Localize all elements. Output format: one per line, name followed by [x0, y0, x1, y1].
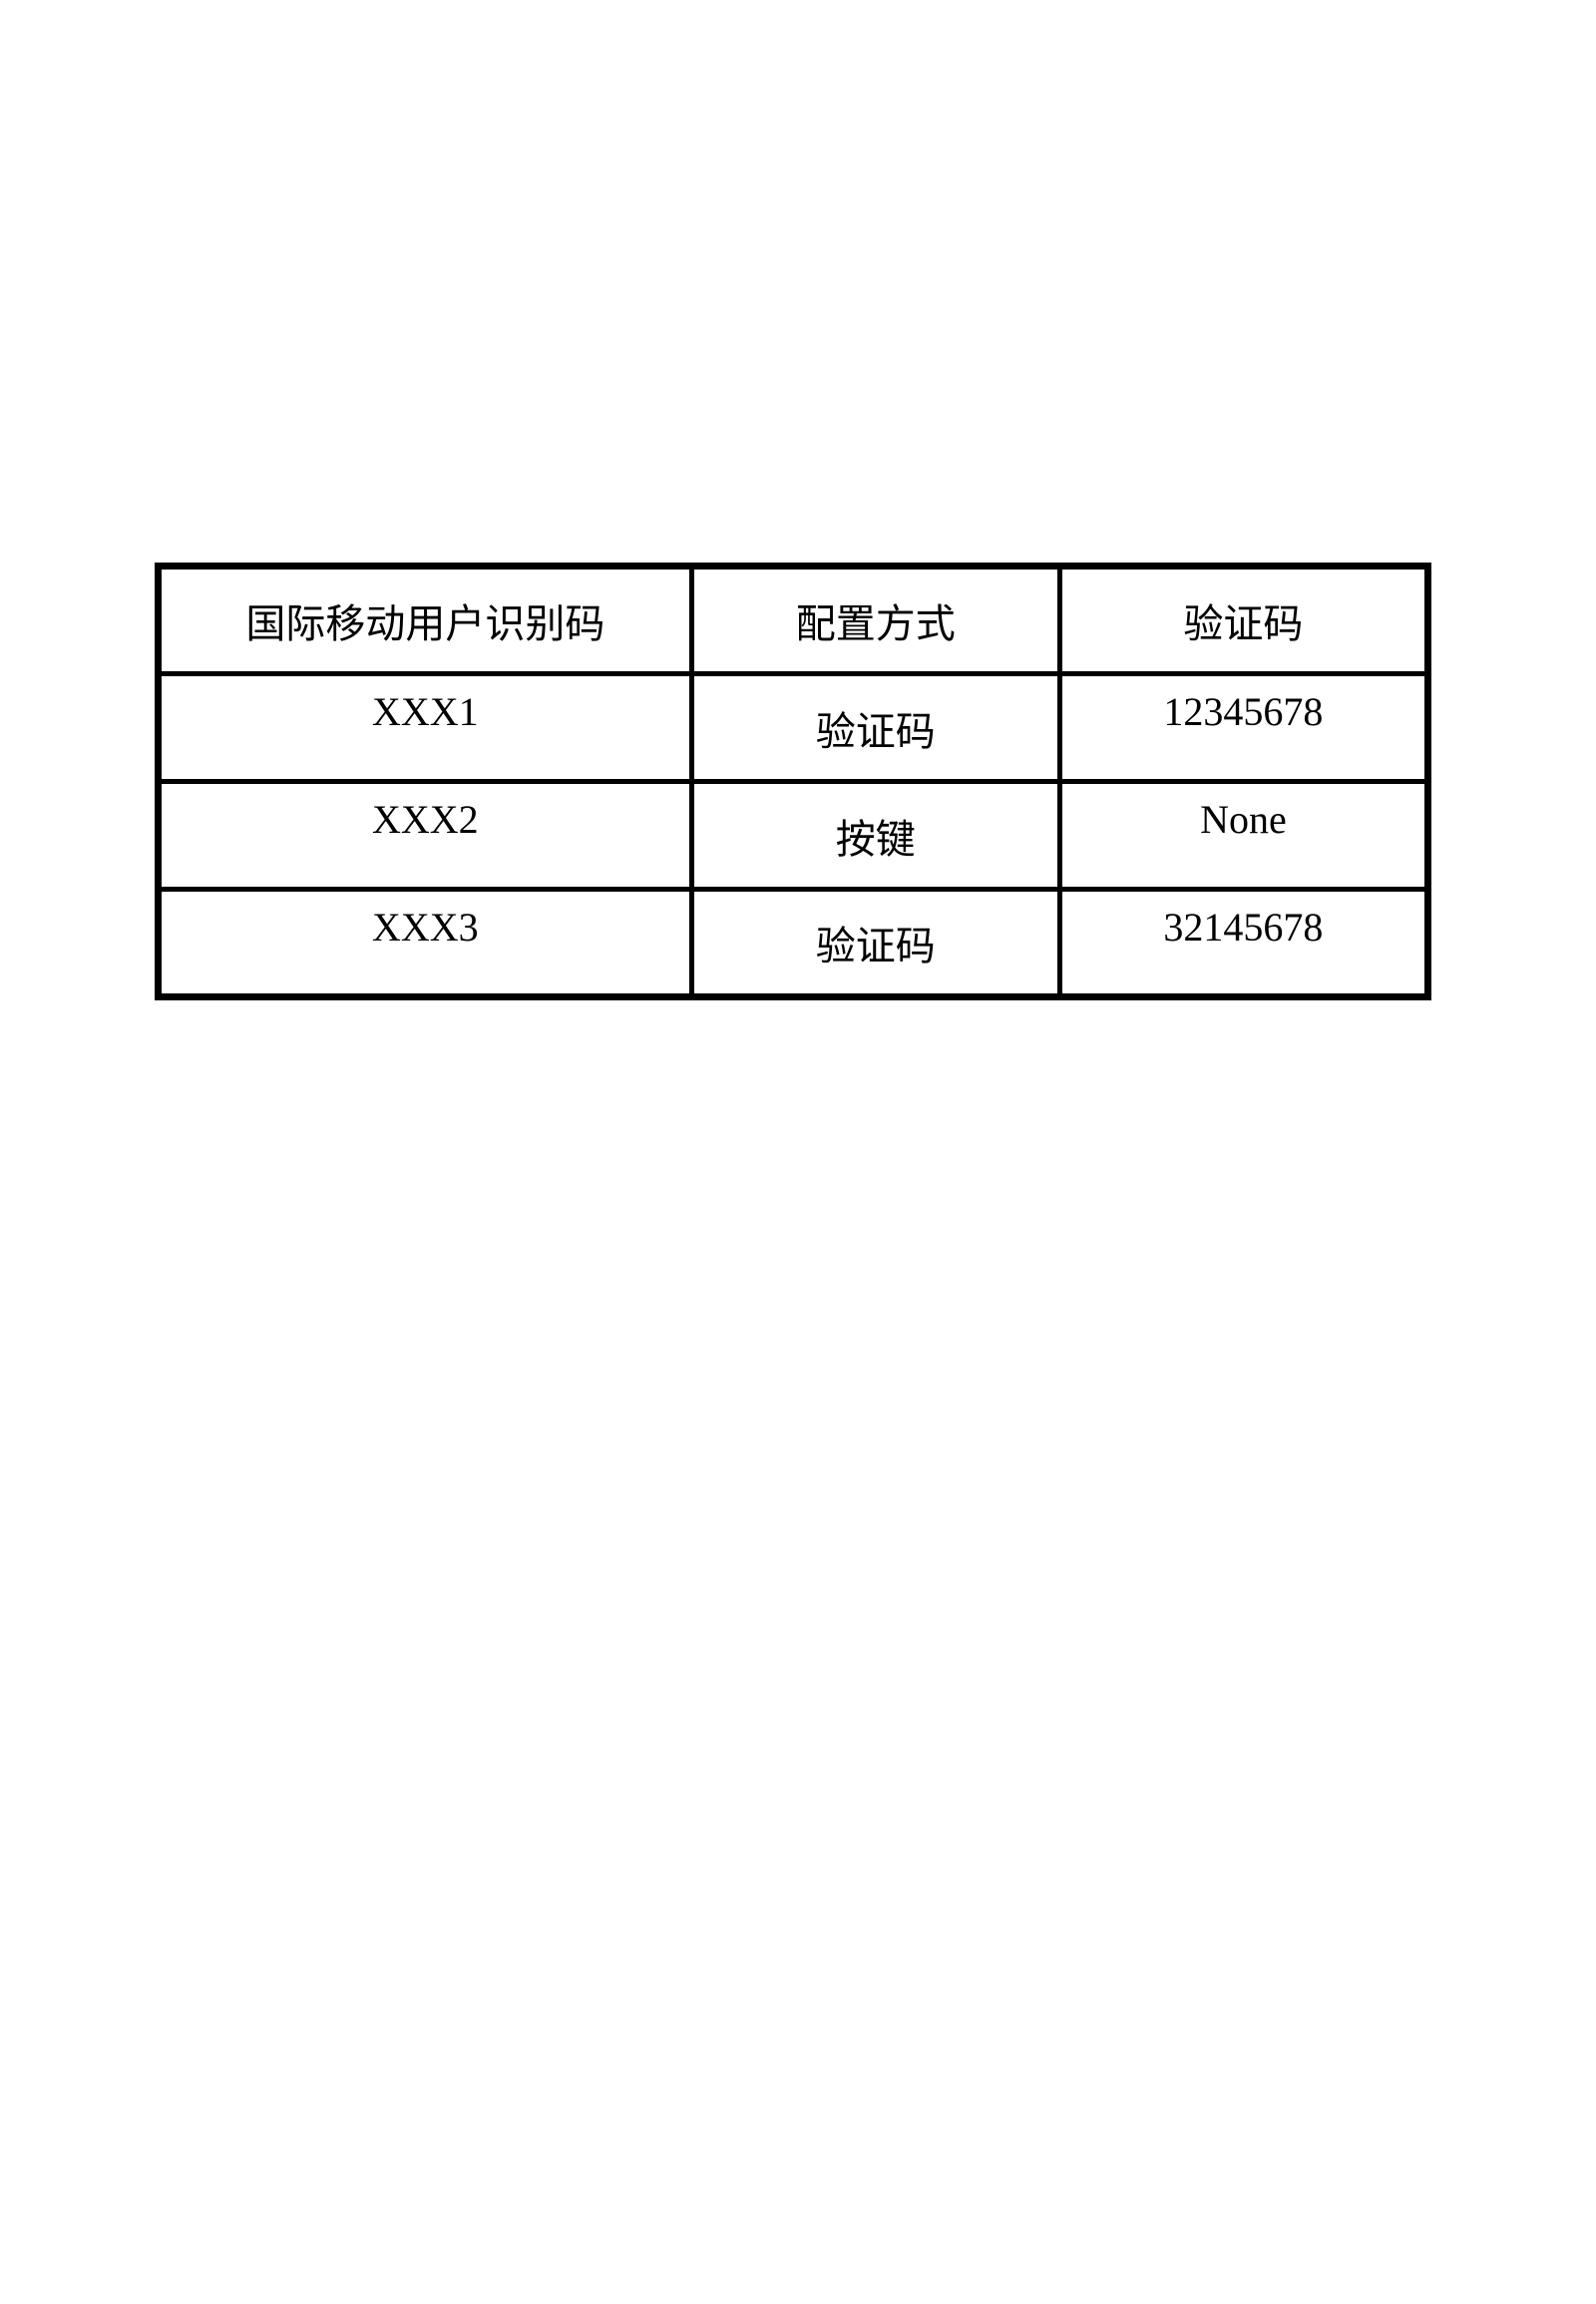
cell-verification-code: 32145678: [1059, 890, 1427, 997]
cell-config-mode: 按键: [691, 782, 1059, 890]
column-header-config-mode: 配置方式: [691, 567, 1059, 674]
column-header-verification-code: 验证码: [1059, 567, 1427, 674]
table-row: XXX3 验证码 32145678: [159, 890, 1428, 997]
imsi-config-table-container: 国际移动用户识别码 配置方式 验证码 XXX1 验证码 12345678 XXX…: [155, 563, 1431, 1000]
imsi-config-table: 国际移动用户识别码 配置方式 验证码 XXX1 验证码 12345678 XXX…: [155, 563, 1431, 1000]
cell-config-mode: 验证码: [691, 674, 1059, 782]
cell-config-mode: 验证码: [691, 890, 1059, 997]
table-row: XXX2 按键 None: [159, 782, 1428, 890]
cell-imsi: XXX3: [159, 890, 692, 997]
cell-verification-code: 12345678: [1059, 674, 1427, 782]
cell-imsi: XXX1: [159, 674, 692, 782]
cell-verification-code: None: [1059, 782, 1427, 890]
table-header-row: 国际移动用户识别码 配置方式 验证码: [159, 567, 1428, 674]
cell-imsi: XXX2: [159, 782, 692, 890]
column-header-imsi: 国际移动用户识别码: [159, 567, 692, 674]
table-row: XXX1 验证码 12345678: [159, 674, 1428, 782]
